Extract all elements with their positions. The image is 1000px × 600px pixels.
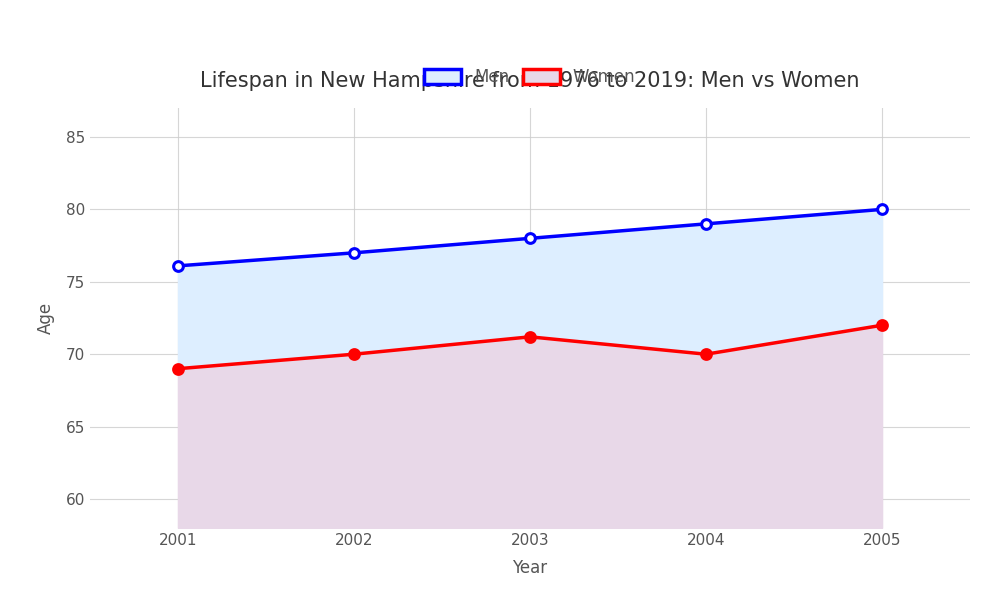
Y-axis label: Age: Age: [37, 302, 55, 334]
X-axis label: Year: Year: [512, 559, 548, 577]
Legend: Men, Women: Men, Women: [418, 62, 642, 93]
Title: Lifespan in New Hampshire from 1976 to 2019: Men vs Women: Lifespan in New Hampshire from 1976 to 2…: [200, 71, 860, 91]
